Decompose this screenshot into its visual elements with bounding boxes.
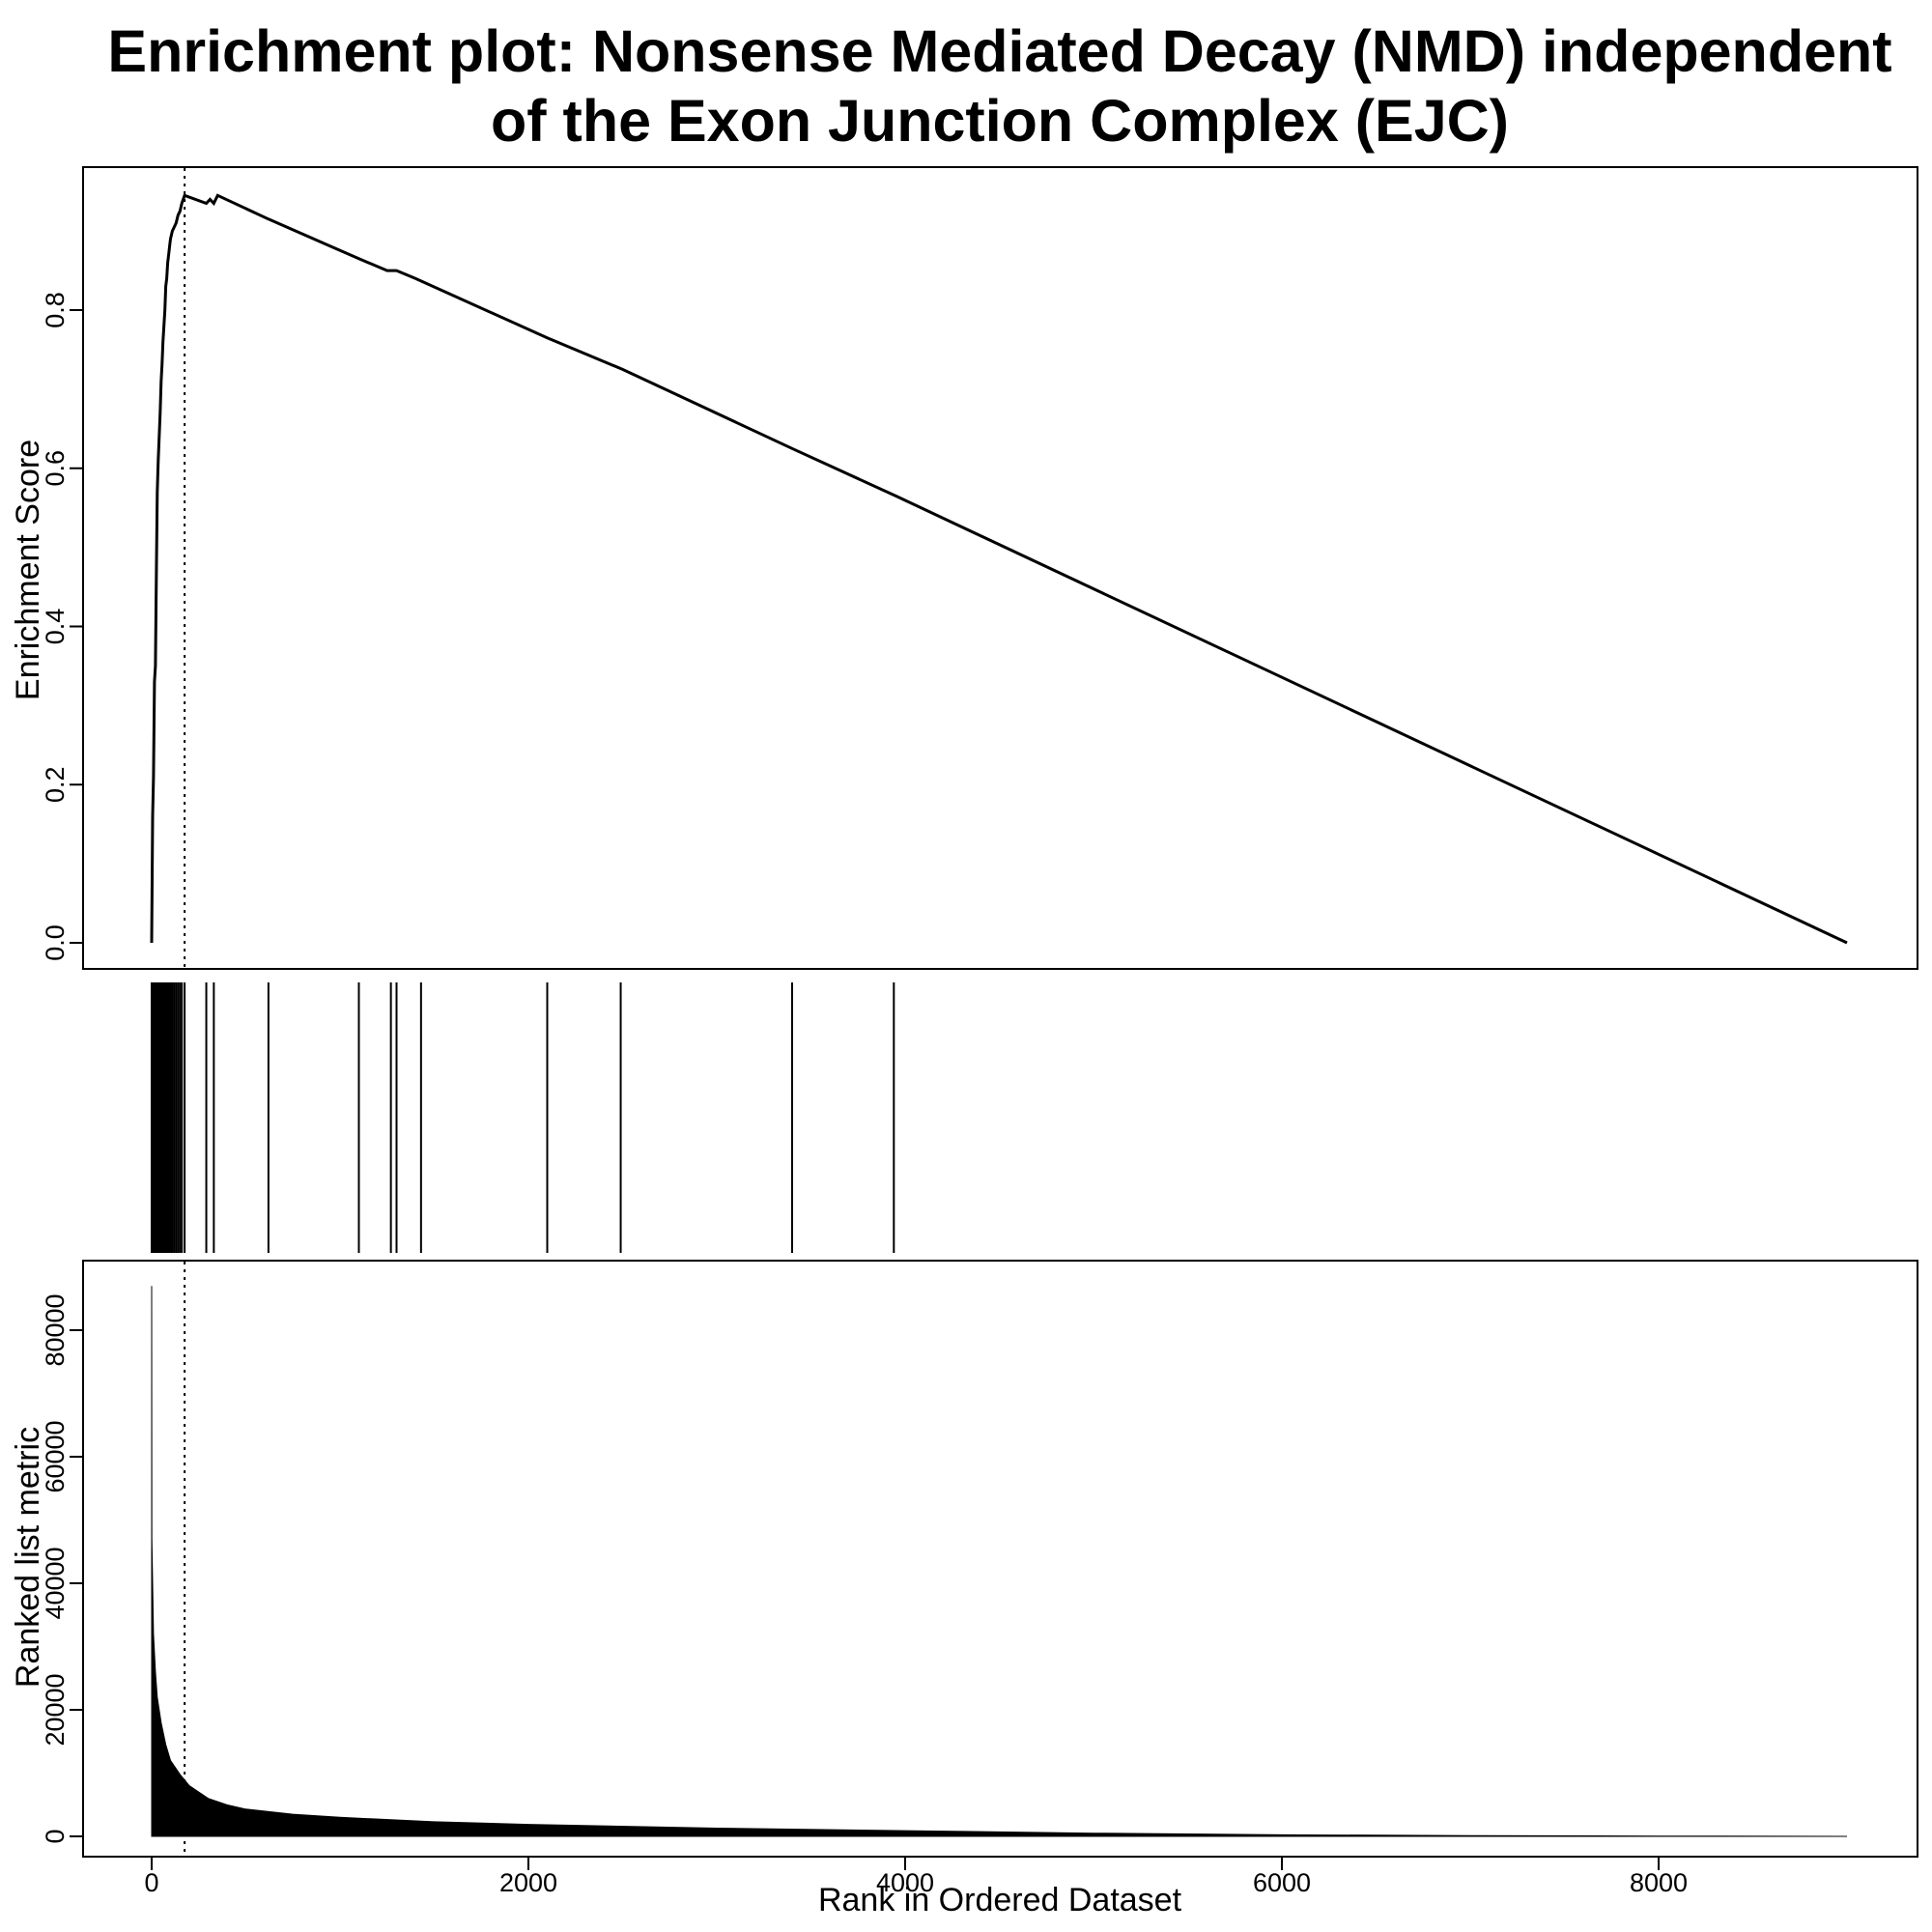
rm-y-tick-label: 20000 <box>41 1673 70 1746</box>
rm-y-tick-label: 0 <box>41 1829 70 1843</box>
rm-x-tick-label: 4000 <box>876 1868 934 1897</box>
rm-x-axis-label: Rank in Ordered Dataset <box>818 1882 1182 1918</box>
rm-y-axis-label: Ranked list metric <box>10 1427 46 1688</box>
es-y-axis: 0.0 0.2 0.4 0.6 0.8 <box>41 292 83 961</box>
es-y-tick-label: 0.8 <box>41 292 70 328</box>
rm-y-tick-label: 80000 <box>41 1293 70 1366</box>
rm-y-tick-label: 60000 <box>41 1420 70 1492</box>
es-plot-frame <box>82 166 1918 970</box>
rm-x-tick-label: 6000 <box>1253 1868 1311 1897</box>
es-y-tick-label: 0.4 <box>41 609 70 645</box>
es-curve-line <box>150 193 1848 945</box>
hit-barcode-panel <box>151 982 895 1253</box>
rm-x-tick-label: 0 <box>144 1868 158 1897</box>
es-y-tick-label: 0.6 <box>41 450 70 487</box>
rm-plot-frame <box>82 1260 1918 1858</box>
chart-title-line-2: of the Exon Junction Complex (EJC) <box>491 88 1509 154</box>
es-y-tick-label: 0.2 <box>41 766 70 803</box>
es-y-axis-label: Enrichment Score <box>10 440 46 700</box>
rm-x-tick-label: 2000 <box>499 1868 557 1897</box>
chart-title-line-1: Enrichment plot: Nonsense Mediated Decay… <box>107 18 1891 84</box>
rm-y-tick-label: 40000 <box>41 1547 70 1619</box>
rm-area-fill <box>151 1286 1848 1837</box>
rm-x-tick-label: 8000 <box>1630 1868 1688 1897</box>
es-y-tick-label: 0.0 <box>41 924 70 961</box>
rm-y-axis: 0 20000 40000 60000 80000 <box>41 1293 83 1844</box>
rm-x-axis: 0 2000 4000 6000 8000 <box>144 1857 1688 1897</box>
enrichment-score-panel: 0.0 0.2 0.4 0.6 0.8 Enrichment Score <box>10 166 1918 970</box>
